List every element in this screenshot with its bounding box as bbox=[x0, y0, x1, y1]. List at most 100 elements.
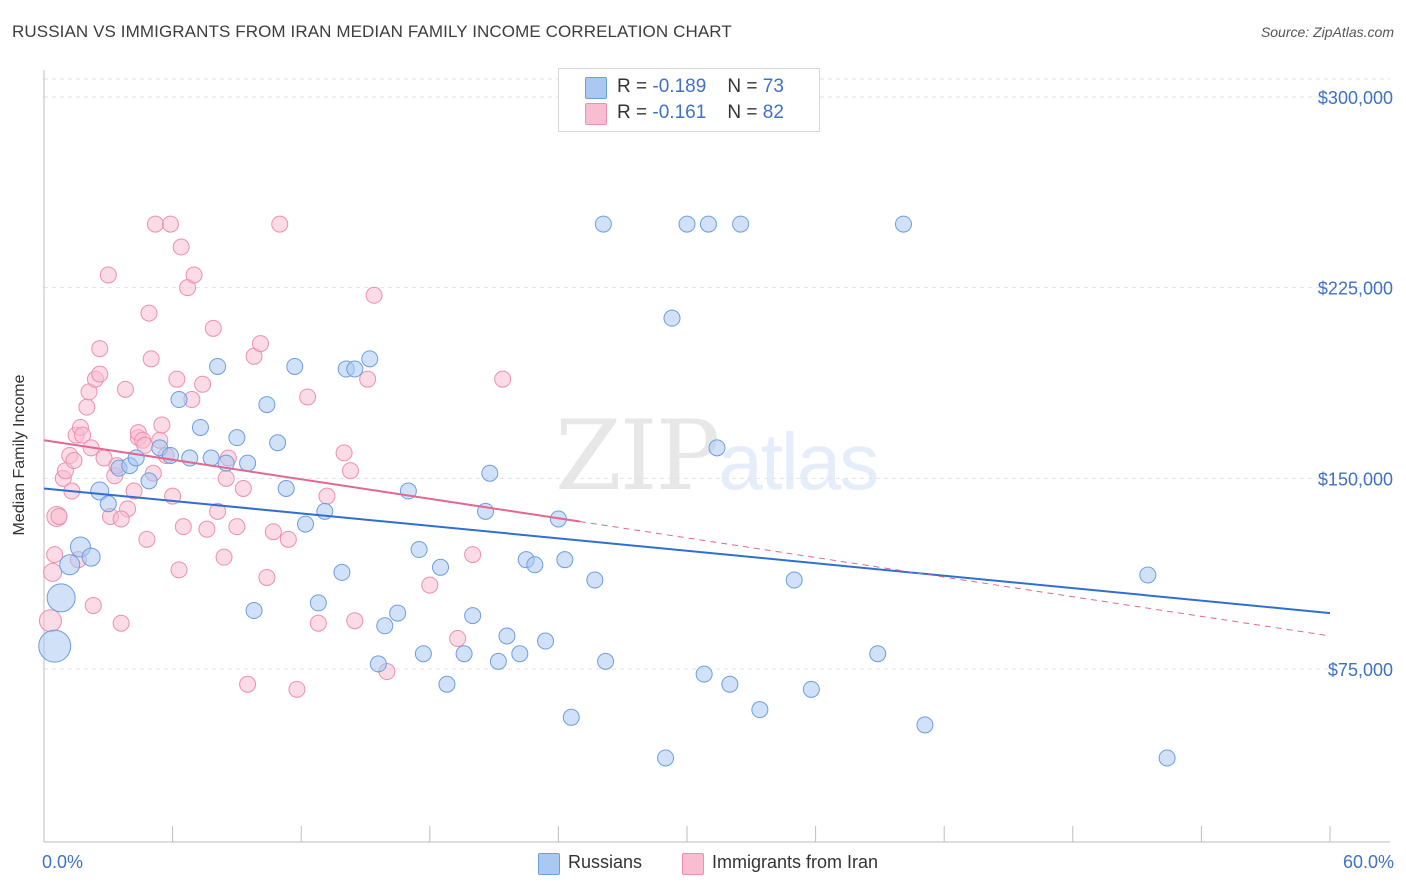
legend-russians-label: Russians bbox=[568, 852, 643, 872]
russians-point bbox=[333, 563, 351, 581]
russians-point bbox=[389, 604, 407, 622]
legend-russians-swatch bbox=[538, 853, 560, 875]
russians-point bbox=[498, 627, 516, 645]
iran-point bbox=[365, 286, 383, 304]
iran-n-value: 82 bbox=[762, 102, 784, 123]
correlation-legend: R = -0.189 N = 73 R = -0.161 N = 82 bbox=[558, 68, 820, 132]
y-tick-label: $225,000 bbox=[1318, 279, 1393, 299]
russians-point bbox=[657, 749, 675, 767]
iran-point bbox=[116, 380, 134, 398]
russians-point bbox=[346, 360, 364, 378]
iran-point bbox=[279, 530, 297, 548]
iran-point bbox=[234, 480, 252, 498]
iran-point bbox=[346, 612, 364, 630]
watermark-atlas: atlas bbox=[718, 417, 879, 506]
russians-point bbox=[464, 607, 482, 625]
iran-point bbox=[264, 523, 282, 541]
russians-point bbox=[785, 571, 803, 589]
russians-point bbox=[414, 645, 432, 663]
y-tick-label: $150,000 bbox=[1318, 469, 1393, 489]
russians-point bbox=[751, 701, 769, 719]
y-tick-label: $300,000 bbox=[1318, 88, 1393, 108]
watermark-zip: ZIP bbox=[555, 400, 720, 512]
iran-point bbox=[464, 546, 482, 564]
iran-point bbox=[84, 596, 102, 614]
russians-point bbox=[1139, 566, 1157, 584]
russians-point bbox=[526, 556, 544, 574]
iran-point bbox=[50, 507, 68, 525]
russians-point bbox=[732, 215, 750, 233]
iran-point bbox=[74, 426, 92, 444]
russians-point bbox=[481, 464, 499, 482]
iran-point bbox=[65, 452, 83, 470]
iran-point bbox=[91, 340, 109, 358]
iran-point bbox=[112, 510, 130, 528]
russians-point bbox=[916, 716, 934, 734]
iran-point bbox=[258, 568, 276, 586]
iran-point bbox=[239, 675, 257, 693]
iran-point bbox=[174, 518, 192, 536]
legend-iran-swatch bbox=[682, 853, 704, 875]
iran-point bbox=[271, 215, 289, 233]
russians-point bbox=[99, 495, 117, 513]
russians-n-value: 73 bbox=[762, 76, 784, 97]
russians-point bbox=[277, 480, 295, 498]
iran-point bbox=[170, 561, 188, 579]
iran-point bbox=[288, 680, 306, 698]
russians-point bbox=[269, 434, 287, 452]
source-label: Source: ZipAtlas.com bbox=[1260, 24, 1394, 40]
iran-point bbox=[251, 335, 269, 353]
russians-point bbox=[245, 602, 263, 620]
russians-point bbox=[209, 357, 227, 375]
legend-iran-label: Immigrants from Iran bbox=[712, 852, 879, 872]
iran-point bbox=[99, 266, 117, 284]
russians-point bbox=[432, 558, 450, 576]
series-legend: Russians Immigrants from Iran bbox=[0, 852, 1406, 878]
watermark: ZIPatlas bbox=[555, 400, 879, 512]
y-tick-label: $75,000 bbox=[1328, 660, 1393, 680]
iran-point bbox=[359, 370, 377, 388]
iran-r-value: -0.161 bbox=[652, 102, 707, 123]
x-axis-min-label: 0.0% bbox=[42, 852, 84, 872]
russians-point bbox=[438, 675, 456, 693]
iran-point bbox=[215, 548, 233, 566]
russians-point bbox=[410, 541, 428, 559]
iran-point bbox=[335, 444, 353, 462]
iran-point bbox=[125, 482, 143, 500]
iran-point bbox=[146, 215, 164, 233]
russians-point bbox=[140, 472, 158, 490]
iran-swatch bbox=[585, 103, 607, 125]
russians-point bbox=[869, 645, 887, 663]
iran-point bbox=[38, 609, 62, 633]
iran-point bbox=[43, 562, 63, 582]
iran-point bbox=[112, 614, 130, 632]
russians-trendline bbox=[43, 487, 1331, 615]
russians-point bbox=[228, 429, 246, 447]
iran-point bbox=[91, 365, 109, 383]
iran-point bbox=[161, 215, 179, 233]
russians-point bbox=[586, 571, 604, 589]
russians-point bbox=[46, 583, 76, 613]
russians-point bbox=[708, 439, 726, 457]
russians-point bbox=[59, 554, 81, 576]
russians-point bbox=[455, 645, 473, 663]
iran-point bbox=[172, 238, 190, 256]
x-axis-max-label: 60.0% bbox=[1342, 852, 1394, 872]
iran-point bbox=[46, 546, 64, 564]
russians-point bbox=[202, 449, 220, 467]
russians-point bbox=[663, 309, 681, 327]
russians-point bbox=[511, 645, 529, 663]
iran-point bbox=[341, 462, 359, 480]
chart-title: RUSSIAN VS IMMIGRANTS FROM IRAN MEDIAN F… bbox=[12, 22, 732, 41]
russians-point bbox=[376, 617, 394, 635]
iran-trendline bbox=[43, 439, 580, 523]
iran-r-label: R = bbox=[617, 102, 648, 123]
russians-point bbox=[296, 515, 314, 533]
iran-point bbox=[168, 370, 186, 388]
iran-point bbox=[194, 375, 212, 393]
russians-swatch bbox=[585, 77, 607, 99]
russians-point bbox=[81, 547, 101, 567]
russians-point bbox=[556, 551, 574, 569]
russians-point bbox=[678, 215, 696, 233]
